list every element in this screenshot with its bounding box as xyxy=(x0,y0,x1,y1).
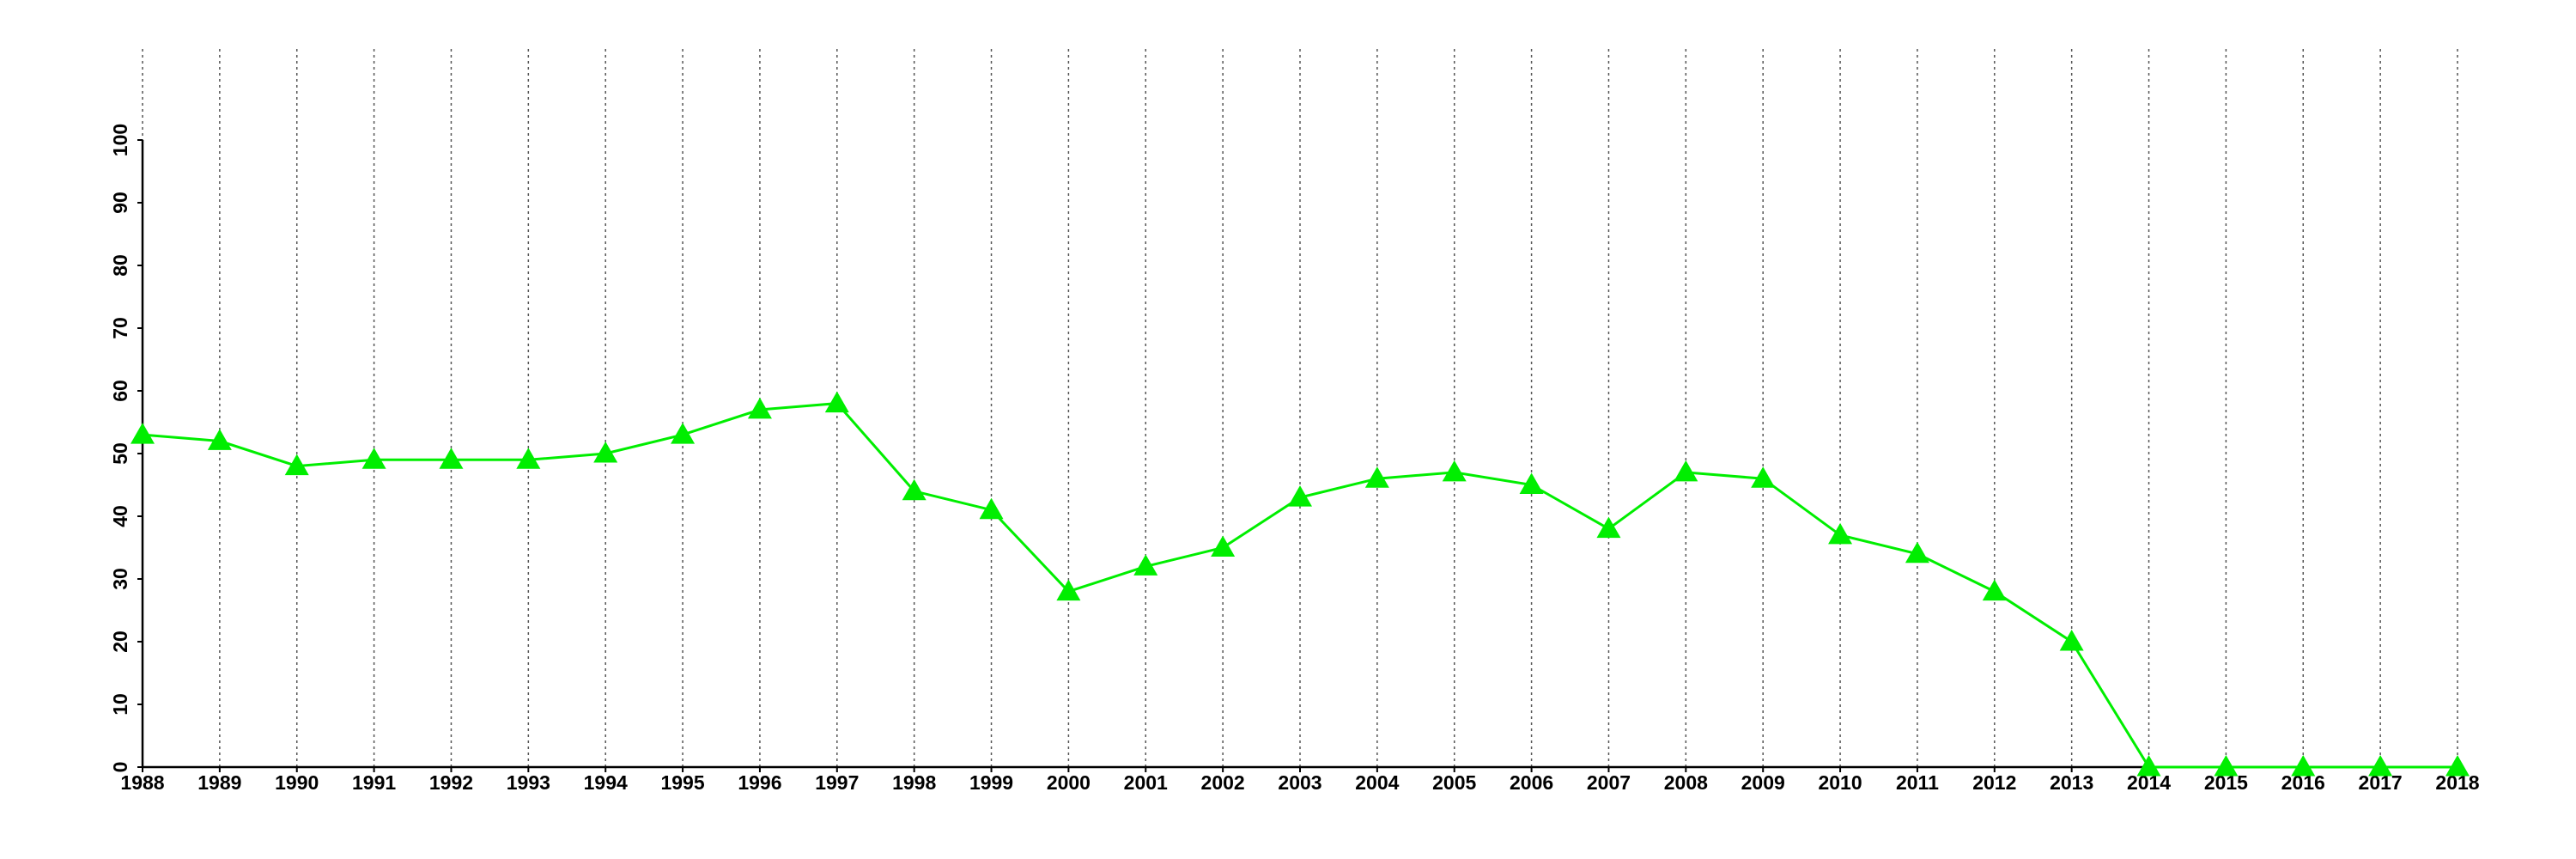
marker xyxy=(2368,755,2393,777)
x-tick-label: 2003 xyxy=(1278,771,1321,794)
y-tick-label: 10 xyxy=(109,693,131,716)
marker xyxy=(902,478,927,501)
x-tick-label: 2008 xyxy=(1664,771,1708,794)
marker xyxy=(439,448,464,469)
y-tick-label: 90 xyxy=(109,192,131,214)
x-tick-label: 2006 xyxy=(1510,771,1553,794)
x-tick-label: 1997 xyxy=(815,771,859,794)
marker xyxy=(2136,755,2161,777)
x-tick-label: 2001 xyxy=(1124,771,1168,794)
y-tick-label: 100 xyxy=(109,124,131,156)
marker xyxy=(284,454,309,476)
marker xyxy=(516,448,541,469)
x-tick-label: 2004 xyxy=(1355,771,1399,794)
x-tick-label: 1992 xyxy=(429,771,473,794)
y-tick-label: 50 xyxy=(109,442,131,465)
marker xyxy=(2291,755,2316,777)
x-tick-label: 1990 xyxy=(275,771,319,794)
marker xyxy=(1211,535,1236,557)
marker xyxy=(2445,755,2470,777)
x-tick-label: 2011 xyxy=(1896,771,1939,794)
marker xyxy=(1133,554,1158,576)
x-tick-label: 2009 xyxy=(1741,771,1785,794)
y-tick-label: 80 xyxy=(109,254,131,277)
x-tick-label: 2012 xyxy=(1972,771,2016,794)
y-tick-label: 0 xyxy=(109,762,131,773)
x-tick-label: 2007 xyxy=(1587,771,1631,794)
marker xyxy=(1828,522,1853,545)
marker xyxy=(1056,579,1081,601)
marker xyxy=(747,397,772,419)
y-tick-label: 20 xyxy=(109,631,131,653)
marker xyxy=(1674,460,1698,482)
marker xyxy=(1905,541,1929,564)
x-tick-label: 1991 xyxy=(352,771,396,794)
x-tick-label: 1994 xyxy=(584,771,628,794)
marker xyxy=(2214,755,2239,777)
x-tick-label: 1993 xyxy=(507,771,550,794)
marker xyxy=(2059,630,2084,651)
y-tick-label: 70 xyxy=(109,317,131,339)
x-tick-label: 1995 xyxy=(660,771,704,794)
x-tick-label: 1988 xyxy=(120,771,164,794)
marker xyxy=(1288,485,1312,507)
x-tick-label: 2002 xyxy=(1201,771,1245,794)
marker xyxy=(824,391,849,413)
x-tick-label: 2005 xyxy=(1432,771,1476,794)
marker xyxy=(1751,466,1776,488)
marker xyxy=(1596,516,1621,539)
x-tick-label: 1996 xyxy=(738,771,781,794)
marker xyxy=(1364,466,1389,488)
marker xyxy=(1982,579,2007,601)
marker xyxy=(1519,472,1544,494)
marker xyxy=(593,442,618,463)
marker xyxy=(361,448,386,469)
marker xyxy=(671,423,696,444)
x-tick-label: 2010 xyxy=(1818,771,1862,794)
x-tick-label: 1998 xyxy=(892,771,936,794)
marker xyxy=(131,423,155,444)
x-tick-label: 1999 xyxy=(969,771,1013,794)
y-tick-label: 40 xyxy=(109,505,131,527)
x-tick-label: 2013 xyxy=(2050,771,2093,794)
x-tick-label: 1989 xyxy=(197,771,241,794)
marker xyxy=(979,497,1004,520)
y-tick-label: 30 xyxy=(109,568,131,590)
x-tick-label: 2000 xyxy=(1047,771,1091,794)
marker xyxy=(1442,460,1467,482)
y-tick-label: 60 xyxy=(109,380,131,402)
marker xyxy=(207,429,232,450)
